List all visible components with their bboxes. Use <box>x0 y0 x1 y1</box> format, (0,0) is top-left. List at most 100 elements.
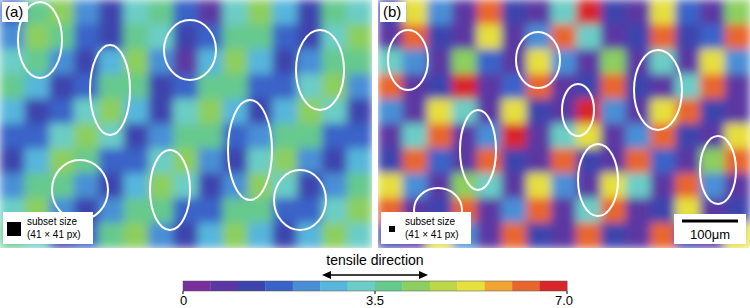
colorbar-tick-label: 7.0 <box>555 293 573 308</box>
cell <box>272 24 298 50</box>
cell <box>99 223 125 248</box>
cell <box>700 24 726 50</box>
cell <box>24 99 50 125</box>
cell <box>427 0 453 25</box>
cell <box>477 198 503 224</box>
cell <box>626 223 652 248</box>
cell <box>148 99 174 125</box>
cell <box>24 124 50 150</box>
cell <box>223 198 249 224</box>
cell <box>551 0 577 25</box>
cell <box>198 173 224 199</box>
cell <box>0 74 25 100</box>
cell <box>700 0 726 25</box>
colorbar-label: tensile direction <box>326 252 423 268</box>
cell <box>198 99 224 125</box>
legend-box <box>3 212 93 244</box>
cell <box>601 99 627 125</box>
cell <box>148 173 174 199</box>
cell <box>272 99 298 125</box>
cell <box>0 99 25 125</box>
cell <box>0 24 25 50</box>
cell <box>427 74 453 100</box>
legend-text: (41 × 41 px) <box>405 229 459 240</box>
cell <box>378 99 403 125</box>
cell <box>526 148 552 174</box>
cell <box>124 124 150 150</box>
panel <box>378 0 750 248</box>
grain-boundary <box>296 30 344 110</box>
panel-label: (b) <box>383 3 401 20</box>
cell <box>99 173 125 199</box>
cell <box>297 49 323 75</box>
cell <box>601 223 627 248</box>
cell <box>502 99 528 125</box>
grain-boundary <box>562 84 594 136</box>
cell <box>148 24 174 50</box>
cell <box>526 124 552 150</box>
cell <box>148 124 174 150</box>
grain-boundary <box>164 20 216 80</box>
cell <box>322 223 348 248</box>
cell <box>74 173 100 199</box>
cell <box>650 24 676 50</box>
cell <box>124 0 150 25</box>
cell <box>198 148 224 174</box>
cell <box>402 49 428 75</box>
cell <box>725 148 750 174</box>
cell <box>452 0 478 25</box>
cell <box>402 24 428 50</box>
legend-text: (41 × 41 px) <box>27 229 81 240</box>
colorbar-tick-label: 0 <box>180 293 187 308</box>
cell <box>551 124 577 150</box>
cell <box>725 0 750 25</box>
cell <box>74 24 100 50</box>
cell <box>675 173 701 199</box>
cell <box>124 223 150 248</box>
cell <box>576 223 602 248</box>
cell <box>675 0 701 25</box>
cell <box>49 0 75 25</box>
arrow-head <box>322 271 331 279</box>
cell <box>502 148 528 174</box>
colorbar-segment <box>183 281 211 291</box>
cell <box>173 198 199 224</box>
cell <box>626 74 652 100</box>
cell <box>173 173 199 199</box>
cell <box>551 49 577 75</box>
cell <box>725 124 750 150</box>
cell <box>576 49 602 75</box>
cell <box>99 74 125 100</box>
cell <box>272 0 298 25</box>
cell <box>49 124 75 150</box>
cell <box>49 74 75 100</box>
cell <box>99 99 125 125</box>
grain-boundary <box>90 45 130 135</box>
cell <box>402 0 428 25</box>
grain-boundary <box>52 160 108 220</box>
cell <box>248 74 274 100</box>
cell <box>124 74 150 100</box>
cells <box>378 0 750 248</box>
grain-boundary <box>150 150 190 230</box>
cell <box>650 173 676 199</box>
cell <box>576 0 602 25</box>
cell <box>24 24 50 50</box>
cell <box>198 0 224 25</box>
cell <box>402 99 428 125</box>
panel <box>0 0 372 248</box>
cell <box>248 198 274 224</box>
cell <box>452 49 478 75</box>
cell <box>452 24 478 50</box>
cell <box>477 49 503 75</box>
cell <box>526 49 552 75</box>
label-box <box>2 2 28 22</box>
cell <box>626 148 652 174</box>
cell <box>99 24 125 50</box>
cell <box>551 148 577 174</box>
cell <box>700 148 726 174</box>
cell <box>576 24 602 50</box>
label-box <box>380 2 406 22</box>
legend-box <box>381 212 471 244</box>
colorbar-segment <box>485 281 513 291</box>
